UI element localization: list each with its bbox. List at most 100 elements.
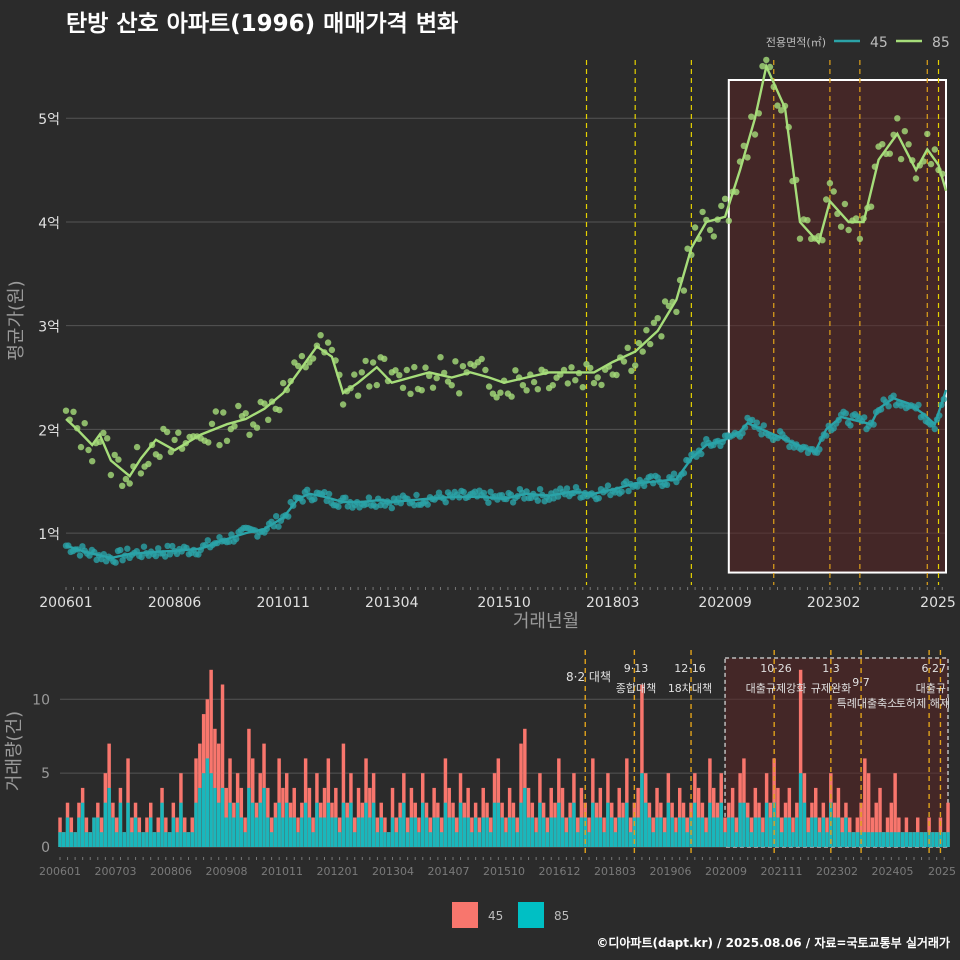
- vol-bar-45: [341, 743, 346, 847]
- vol-bar-85: [462, 817, 467, 847]
- data-point-85: [347, 385, 354, 392]
- vol-bar-85: [122, 832, 126, 847]
- vol-bar-85: [700, 817, 705, 847]
- data-point-45: [74, 546, 81, 553]
- vol-bar-85: [625, 802, 629, 847]
- data-point-85: [130, 463, 137, 470]
- vol-bar-85: [712, 817, 716, 847]
- data-point-85: [459, 363, 467, 370]
- data-point-85: [530, 378, 538, 386]
- vol-bar-85: [640, 773, 644, 847]
- data-point-85: [66, 416, 73, 423]
- data-point-85: [837, 223, 845, 230]
- data-point-85: [733, 188, 740, 196]
- data-point-45: [152, 552, 160, 560]
- vol-bar-45: [655, 787, 659, 847]
- vol-x-tick-label: 201803: [594, 865, 636, 878]
- data-point-85: [182, 440, 189, 447]
- data-point-85: [212, 408, 219, 415]
- vol-y-tick-label: 10: [32, 692, 50, 708]
- data-point-45: [885, 403, 892, 410]
- vol-bar-85: [254, 817, 259, 847]
- data-point-85: [598, 381, 605, 389]
- chart-canvas: 1억 2억 3억 4억 5억 200601 200806 201011 201304 201510…: [4, 35, 956, 878]
- vol-bar-85: [228, 802, 232, 847]
- vol-bar-85: [311, 832, 315, 847]
- vol-bar-85: [209, 773, 213, 847]
- data-point-85: [339, 401, 347, 408]
- vol-bar-85: [749, 832, 754, 847]
- data-point-45: [480, 489, 488, 497]
- data-point-85: [268, 398, 276, 405]
- vol-bar-45: [266, 787, 270, 847]
- vol-bar-85: [734, 832, 739, 847]
- vol-bar-45: [307, 787, 312, 847]
- vol-bar-85: [719, 802, 723, 847]
- data-point-45: [195, 551, 202, 558]
- vol-bar-85: [821, 817, 826, 847]
- vol-bar-85: [723, 832, 727, 847]
- data-point-45: [117, 546, 124, 554]
- data-point-85: [422, 364, 429, 371]
- data-point-85: [336, 371, 343, 378]
- data-point-85: [658, 333, 665, 340]
- data-point-85: [418, 387, 425, 394]
- data-point-85: [841, 200, 849, 208]
- vol-bar-85: [269, 832, 274, 847]
- data-point-85: [635, 339, 643, 347]
- vol-bar-85: [851, 832, 856, 847]
- data-point-85: [845, 226, 852, 234]
- vol-bar-85: [337, 832, 342, 847]
- vol-bar-85: [205, 758, 210, 847]
- data-point-85: [575, 369, 583, 377]
- vol-bar-85: [738, 802, 742, 847]
- vol-bar-85: [791, 832, 795, 847]
- data-point-45: [290, 502, 297, 509]
- vol-bar-85: [934, 832, 939, 847]
- vol-bar-85: [383, 832, 387, 847]
- vol-x-tick-label: 201612: [539, 865, 581, 878]
- data-point-45: [877, 406, 885, 413]
- data-point-85: [167, 448, 175, 456]
- data-point-85: [163, 428, 171, 436]
- vol-bar-85: [598, 817, 603, 847]
- vol-legend-swatch-85: [518, 902, 544, 928]
- vol-bar-85: [175, 832, 179, 847]
- data-point-85: [931, 146, 938, 153]
- data-point-85: [560, 366, 568, 374]
- vol-bar-85: [164, 832, 168, 847]
- vol-bar-85: [727, 817, 731, 847]
- vol-bar-85: [500, 817, 504, 847]
- data-point-45: [823, 432, 830, 439]
- data-point-85: [515, 374, 523, 381]
- data-point-85: [632, 362, 639, 369]
- vol-bar-45: [224, 787, 228, 847]
- data-point-45: [920, 412, 927, 419]
- data-point-45: [166, 551, 174, 558]
- vol-bar-85: [923, 832, 928, 847]
- vol-bar-85: [602, 832, 606, 847]
- policy-name: 특례대출축소: [837, 697, 898, 710]
- data-point-45: [155, 545, 162, 552]
- data-point-85: [332, 357, 339, 364]
- vol-bar-85: [455, 832, 459, 847]
- data-point-45: [595, 495, 602, 502]
- vol-x-tick-label: 202405: [872, 865, 914, 878]
- data-point-45: [325, 490, 333, 498]
- y-tick-label: 1억: [38, 527, 60, 543]
- vol-bar-85: [186, 832, 191, 847]
- data-point-85: [276, 406, 283, 414]
- vol-bar-45: [447, 787, 451, 847]
- data-point-85: [411, 363, 418, 371]
- vol-bar-85: [761, 832, 765, 847]
- vol-bar-45: [798, 669, 803, 847]
- data-point-85: [549, 382, 556, 389]
- data-point-45: [634, 483, 641, 490]
- vol-bar-85: [670, 817, 674, 847]
- vol-bar-85: [908, 832, 912, 847]
- vol-bar-85: [402, 802, 406, 847]
- data-point-45: [442, 499, 449, 506]
- data-point-45: [936, 412, 943, 419]
- data-point-85: [392, 367, 399, 374]
- vol-bar-85: [296, 832, 300, 847]
